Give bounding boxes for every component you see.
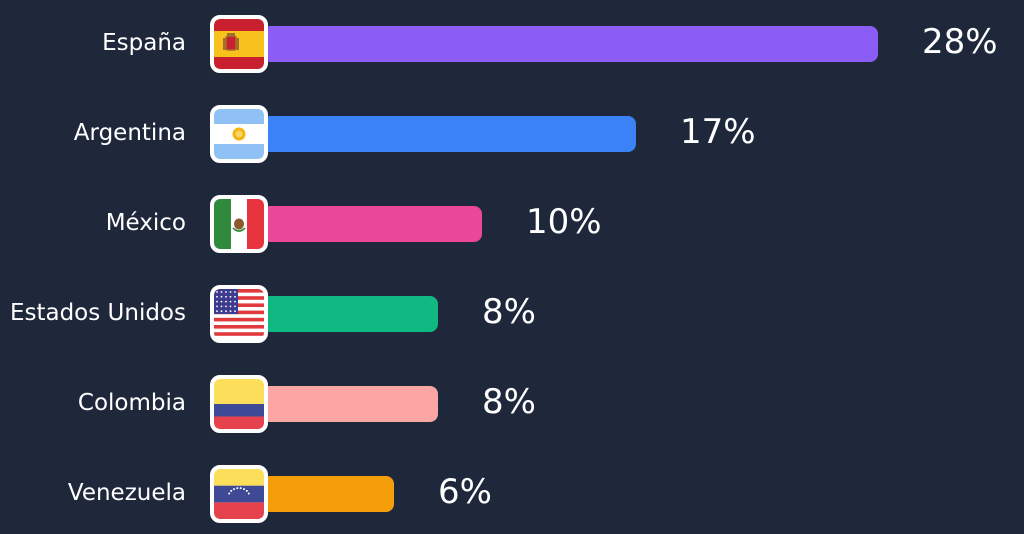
category-label-argentina: Argentina — [73, 120, 186, 146]
category-label-colombia: Colombia — [77, 390, 186, 416]
bar-colombia — [262, 386, 438, 422]
value-label-venezuela: 6% — [438, 472, 492, 512]
bar-mexico — [262, 206, 482, 242]
category-label-estados-unidos: Estados Unidos — [9, 300, 186, 326]
category-label-mexico: México — [105, 210, 186, 236]
venezuela-flag-icon — [210, 465, 268, 523]
bar-estados-unidos — [262, 296, 438, 332]
value-label-colombia: 8% — [482, 382, 536, 422]
bar-argentina — [262, 116, 636, 152]
bar-espana — [262, 26, 878, 62]
colombia-flag-icon — [210, 375, 268, 433]
argentina-flag-icon — [210, 105, 268, 163]
bar-venezuela — [262, 476, 394, 512]
value-label-espana: 28% — [922, 22, 998, 62]
value-label-mexico: 10% — [526, 202, 602, 242]
spain-flag-icon — [210, 15, 268, 73]
value-label-argentina: 17% — [680, 112, 756, 152]
category-label-espana: España — [102, 30, 186, 56]
category-label-venezuela: Venezuela — [67, 480, 186, 506]
value-label-estados-unidos: 8% — [482, 292, 536, 332]
mexico-flag-icon — [210, 195, 268, 253]
usa-flag-icon — [210, 285, 268, 343]
